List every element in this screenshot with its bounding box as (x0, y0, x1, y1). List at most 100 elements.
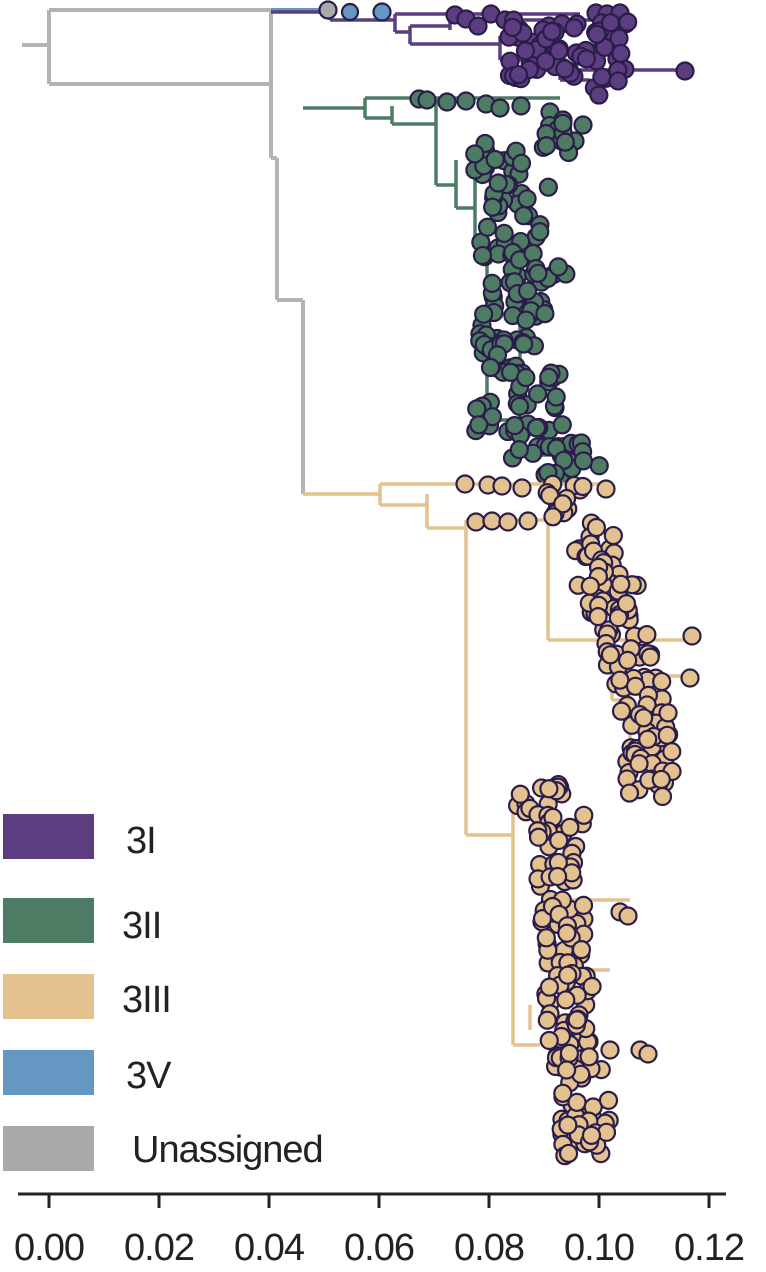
tip-node (587, 24, 607, 44)
legend: 3I 3II 3III 3V Unassigned (3, 814, 324, 1171)
tip-node (682, 626, 702, 646)
tip-node (596, 479, 616, 499)
tip-node (555, 132, 575, 152)
tip-node (517, 281, 538, 301)
tip-node (546, 387, 566, 407)
legend-label-3i: 3I (126, 820, 156, 862)
tip-node (640, 647, 660, 667)
tip-node (514, 206, 534, 226)
tip-node (482, 511, 502, 531)
tip-node (600, 13, 621, 33)
tip-node (557, 923, 577, 943)
tip-node (494, 223, 514, 243)
tip-node (528, 384, 548, 404)
tip-node (465, 144, 485, 164)
tip-node (483, 197, 503, 217)
tip-node (417, 90, 437, 110)
tip-node (638, 729, 658, 749)
tip-node (536, 136, 557, 156)
legend-label-unassigned: Unassigned (132, 1129, 323, 1171)
tip-node (573, 451, 594, 471)
legend-label-3ii: 3II (122, 905, 161, 947)
tip-node (512, 478, 532, 498)
tip-node (528, 827, 549, 847)
tip-node (537, 1010, 557, 1030)
clade-3i (271, 3, 695, 105)
tip-node (553, 113, 573, 133)
tip-node (539, 977, 560, 997)
tip-node (573, 115, 593, 135)
tip-node (567, 1092, 587, 1112)
tip-node (518, 511, 538, 531)
tip-node (468, 16, 488, 36)
x-tick-label: 0.10 (564, 1227, 634, 1269)
tip-node (539, 1030, 559, 1051)
x-tick-label: 0.02 (124, 1227, 194, 1269)
tip-node (634, 708, 654, 728)
tip-node (467, 399, 487, 419)
tip-node (498, 512, 518, 532)
tip-node (589, 456, 609, 476)
tip-node (508, 65, 529, 85)
tip-node (552, 415, 572, 435)
tip-node (680, 668, 700, 688)
legend-swatch-unassigned (3, 1126, 94, 1171)
tip-node (511, 153, 532, 173)
tip-node (579, 1047, 599, 1067)
tip-node (535, 304, 555, 324)
tip-node (530, 222, 550, 242)
tip-node (554, 450, 574, 470)
tip-node (564, 18, 584, 38)
tip-node (510, 784, 530, 804)
tip-node (657, 725, 677, 745)
tip-node (625, 676, 646, 696)
tip-node (474, 304, 494, 324)
legend-swatch-3iii (3, 974, 94, 1019)
tip-node (618, 906, 638, 926)
tip-node (514, 334, 534, 354)
tip-node (548, 257, 568, 277)
legend-label-3iii: 3III (122, 979, 171, 1021)
tip-node (516, 367, 536, 388)
tip-node (611, 43, 631, 64)
tip-node (542, 21, 562, 42)
legend-swatch-3ii (3, 898, 94, 943)
tip-node (536, 51, 556, 71)
tip-node (588, 606, 608, 627)
tip-node (526, 418, 547, 438)
tip-node (638, 1044, 658, 1064)
tip-node (574, 805, 594, 825)
x-axis: 0.00 0.02 0.04 0.06 0.08 0.10 0.12 (14, 1192, 745, 1269)
tip-node (515, 41, 536, 61)
tip-node (492, 476, 512, 496)
tip-node (652, 786, 673, 807)
tip-node (589, 85, 609, 105)
legend-swatch-3v (3, 1050, 94, 1095)
clade-3iii (303, 474, 702, 1166)
tip-node (511, 96, 531, 116)
x-tick-label: 0.00 (14, 1227, 84, 1269)
tip-node (573, 476, 593, 497)
x-tick-label: 0.04 (234, 1227, 305, 1269)
tip-node (456, 91, 476, 111)
tip-node (539, 779, 559, 799)
clade-3i-tips (445, 3, 695, 105)
tip-node (581, 1125, 602, 1145)
tip-node (560, 817, 580, 837)
x-tick-label: 0.12 (674, 1227, 744, 1269)
tip-node (505, 416, 525, 436)
clade-3iii-tips (455, 474, 702, 1166)
tip-node (477, 217, 498, 237)
tip-node (611, 574, 631, 594)
tip-node (469, 415, 489, 435)
tip-node (658, 703, 678, 723)
tip-node (600, 645, 620, 665)
tip-node (437, 92, 457, 112)
tip-node (629, 754, 649, 774)
tip-node (559, 1043, 580, 1063)
tip-node (472, 245, 493, 266)
backbone-branches (22, 8, 330, 494)
tip-node (558, 1115, 578, 1135)
x-tick-label: 0.08 (454, 1227, 524, 1269)
